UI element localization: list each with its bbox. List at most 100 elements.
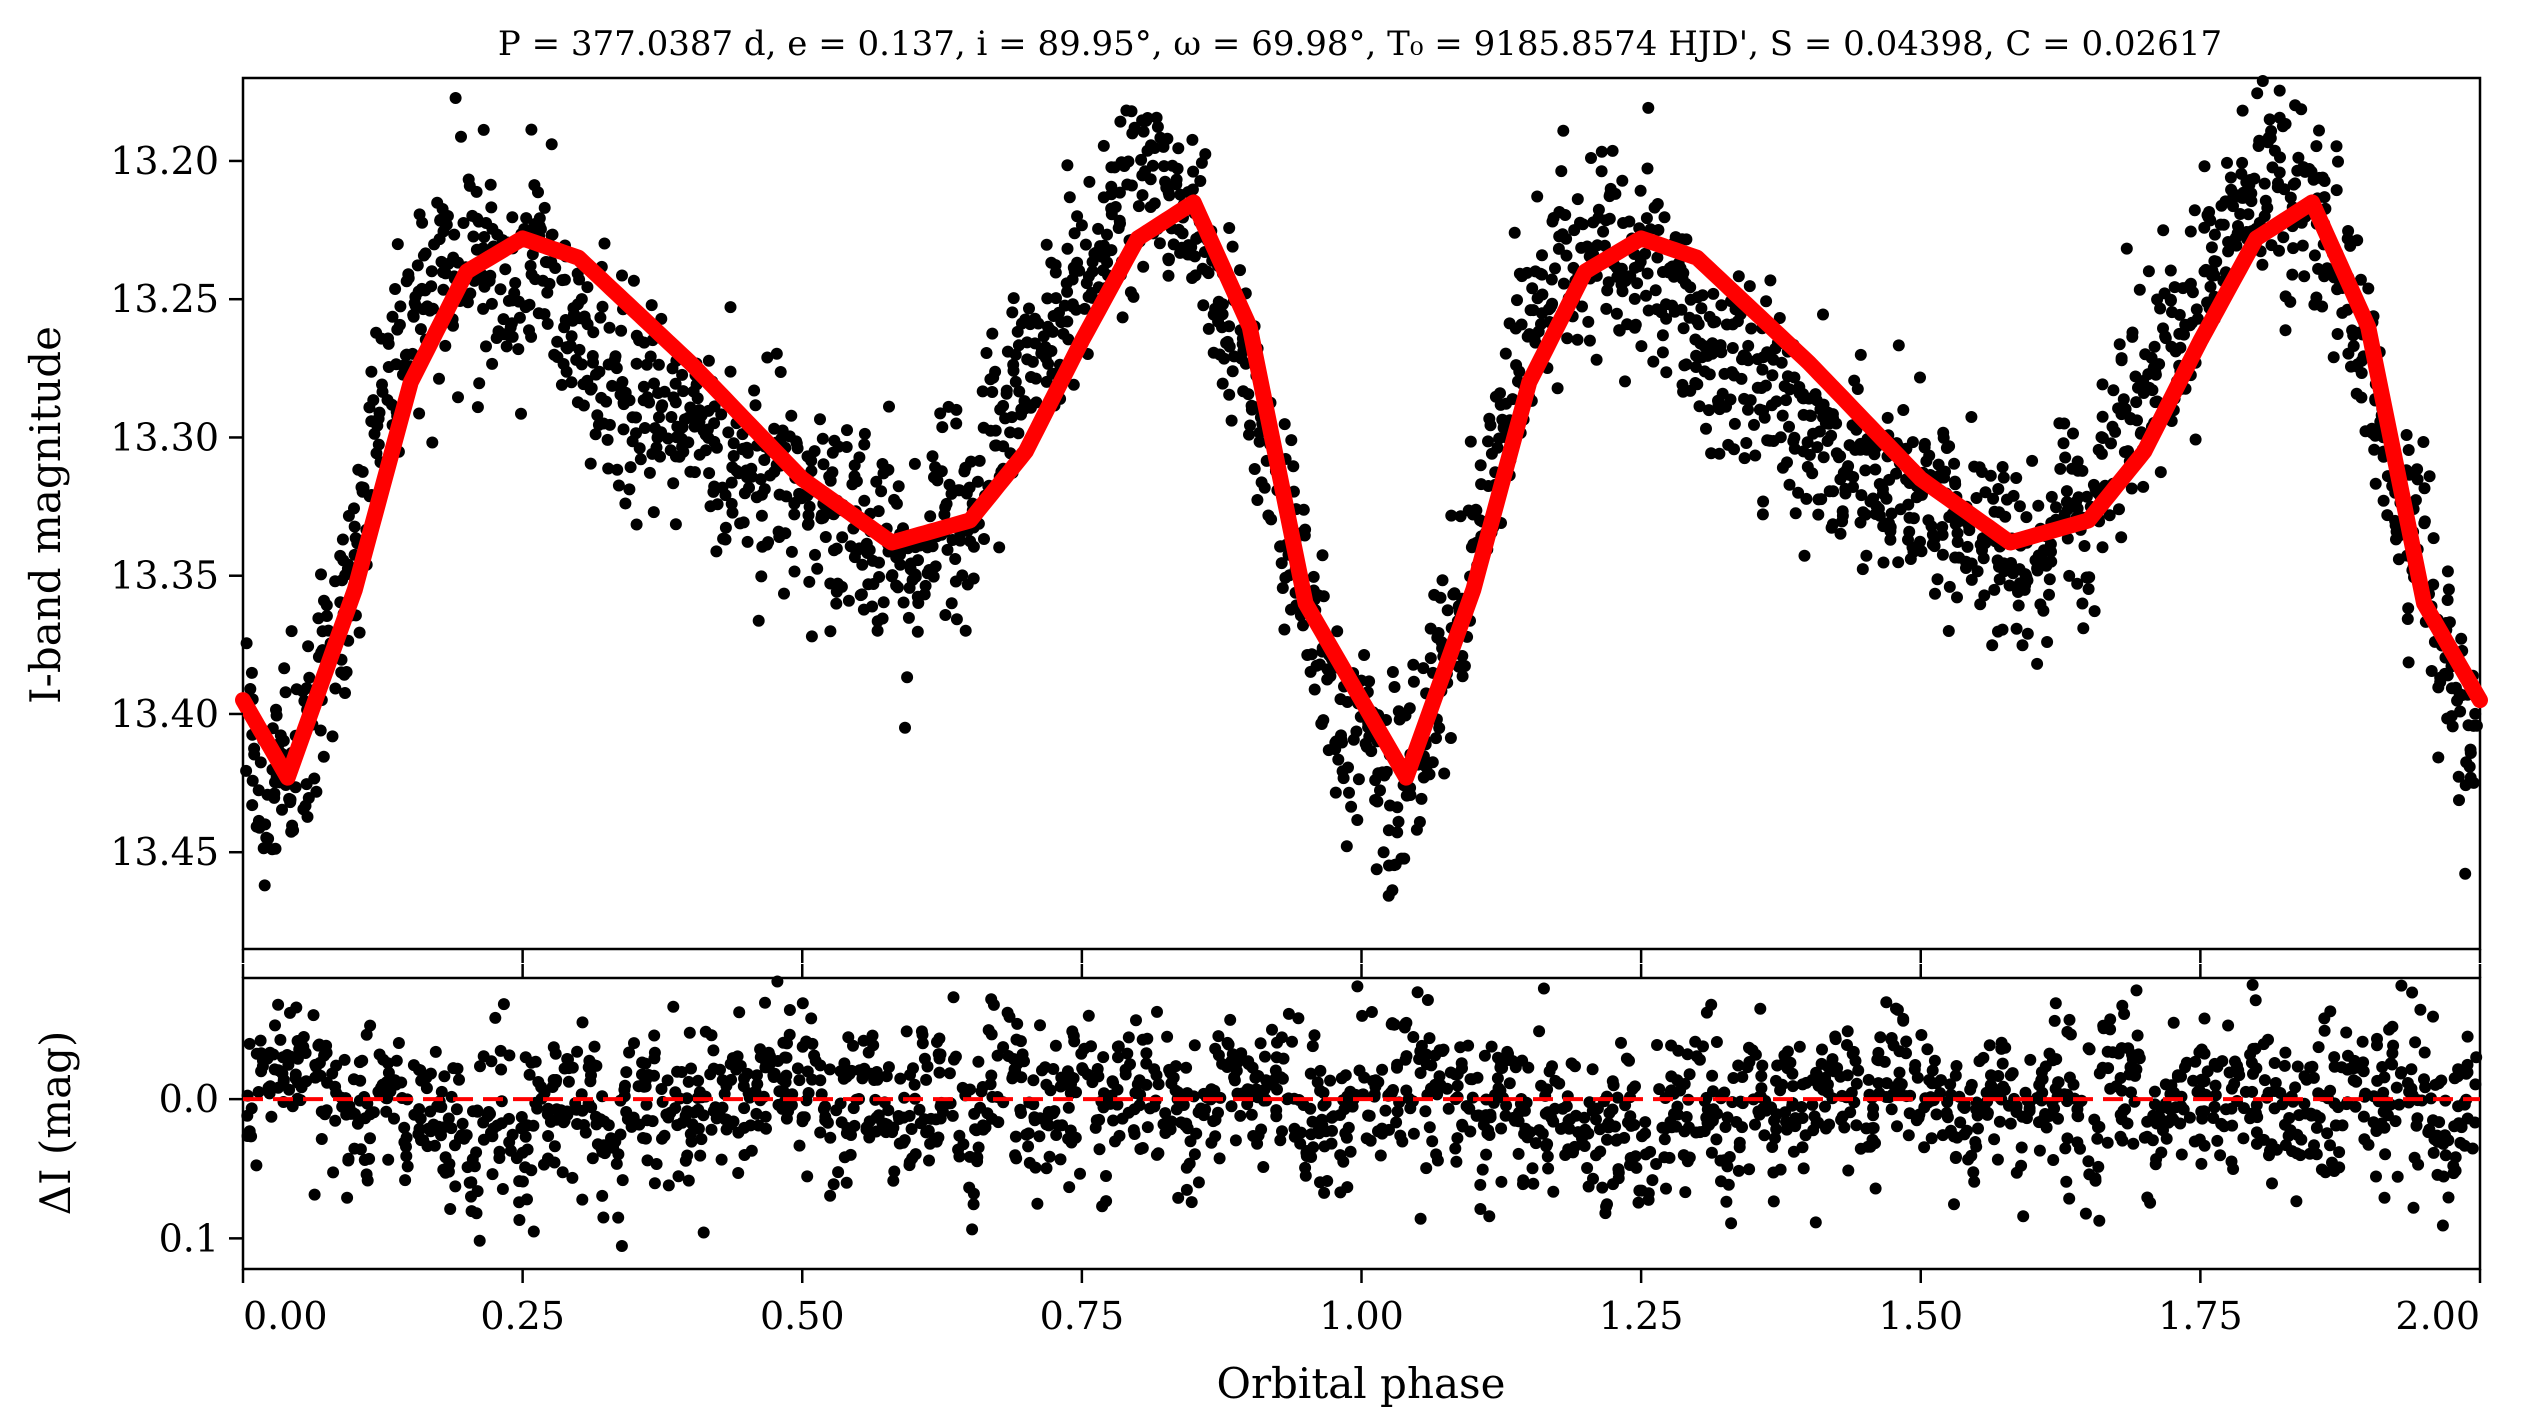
observation-point: [246, 774, 259, 787]
residual-point: [1891, 1120, 1903, 1133]
residual-point: [1419, 1105, 1432, 1118]
observation-point: [652, 358, 665, 371]
observation-point: [534, 223, 547, 236]
observation-point: [261, 788, 274, 801]
observation-point: [1432, 627, 1445, 639]
residual-point: [2091, 1132, 2104, 1145]
residual-point: [429, 1045, 442, 1058]
observation-point: [836, 531, 849, 544]
residual-point: [1503, 1077, 1516, 1090]
observation-point: [877, 596, 890, 609]
residual-point: [1644, 1145, 1657, 1158]
observation-point: [2154, 466, 2167, 479]
residual-point: [805, 1012, 818, 1025]
observation-point: [2088, 605, 2101, 618]
residual-point: [662, 1111, 675, 1124]
observation-point: [1062, 333, 1075, 346]
residual-point: [685, 1135, 698, 1148]
observation-point: [2184, 225, 2197, 238]
observation-point: [367, 394, 380, 407]
observation-point: [912, 554, 924, 567]
residual-point: [445, 1122, 458, 1135]
residual-point: [2306, 1060, 2319, 1073]
residual-point: [610, 1157, 623, 1170]
residual-point: [470, 1207, 483, 1220]
observation-point: [2043, 588, 2055, 601]
residual-point: [1342, 1121, 1355, 1134]
residual-point: [1607, 1178, 1619, 1191]
residual-point: [648, 1052, 661, 1065]
observation-point: [1124, 286, 1137, 299]
observation-point: [279, 686, 292, 699]
residual-point: [1402, 1092, 1415, 1105]
residual-point: [485, 1126, 497, 1139]
observation-point: [2043, 573, 2056, 586]
observation-point: [2330, 184, 2343, 197]
residual-point: [2198, 1012, 2211, 1025]
residual-point: [1862, 1073, 1875, 1086]
residual-point: [1266, 1023, 1278, 1036]
observation-point: [2077, 622, 2090, 635]
observation-point: [2016, 639, 2029, 652]
residual-point: [1320, 1125, 1332, 1138]
residual-point: [1536, 1127, 1549, 1140]
residual-point: [598, 1115, 611, 1128]
observation-point: [1830, 417, 1843, 430]
observation-point: [1884, 533, 1897, 546]
residual-point: [1093, 1113, 1106, 1126]
residual-point: [1096, 1200, 1109, 1213]
residual-point: [623, 1046, 636, 1059]
observation-point: [1709, 315, 1722, 328]
residual-point: [2258, 1074, 2271, 1087]
residual-point: [845, 1129, 857, 1141]
residual-point: [1411, 986, 1424, 999]
bottom-y-axis-label: ΔI (mag): [31, 1031, 80, 1216]
residual-point: [2101, 1136, 2114, 1149]
observation-point: [506, 330, 519, 343]
observation-point: [587, 326, 600, 339]
observation-point: [1885, 507, 1898, 520]
observation-point: [667, 477, 680, 490]
residual-point: [1441, 1082, 1454, 1095]
residual-point: [1374, 1149, 1387, 1162]
residual-point: [1732, 1164, 1745, 1177]
observation-point: [2118, 402, 2131, 415]
observation-point: [1993, 573, 2006, 586]
observation-point: [1792, 486, 1805, 499]
residual-point: [620, 1066, 633, 1079]
residual-point: [1480, 1148, 1493, 1161]
residual-point: [705, 1123, 718, 1136]
observation-point: [584, 383, 597, 396]
observation-point: [2184, 277, 2197, 290]
observation-point: [297, 803, 310, 816]
residual-point: [1177, 1099, 1190, 1111]
residual-point: [808, 1049, 821, 1062]
observation-point: [873, 556, 885, 569]
residual-point: [1681, 1048, 1694, 1061]
observation-point: [317, 750, 330, 763]
observation-point: [2459, 867, 2472, 880]
residual-point: [801, 1065, 814, 1078]
residual-point: [2389, 1115, 2402, 1128]
residual-point: [267, 1048, 280, 1061]
observation-point: [1652, 224, 1665, 236]
residual-point: [1414, 1045, 1427, 1058]
observation-point: [532, 307, 545, 320]
residual-point: [1062, 1101, 1075, 1114]
observation-point: [1555, 165, 1568, 178]
observation-point: [2131, 414, 2143, 427]
observation-point: [382, 337, 395, 350]
observation-point: [1557, 277, 1570, 290]
observation-point: [1226, 365, 1239, 378]
observation-point: [1827, 485, 1840, 498]
residual-point: [1431, 1154, 1444, 1167]
observation-point: [411, 259, 424, 272]
observation-point: [702, 354, 715, 367]
residual-point: [1042, 1119, 1055, 1132]
residual-point: [449, 1180, 462, 1193]
residual-point: [1679, 1186, 1692, 1199]
residual-point: [2067, 1078, 2080, 1091]
residual-point: [2291, 1060, 2304, 1073]
residual-point: [1890, 1002, 1902, 1015]
observation-point: [452, 256, 464, 269]
